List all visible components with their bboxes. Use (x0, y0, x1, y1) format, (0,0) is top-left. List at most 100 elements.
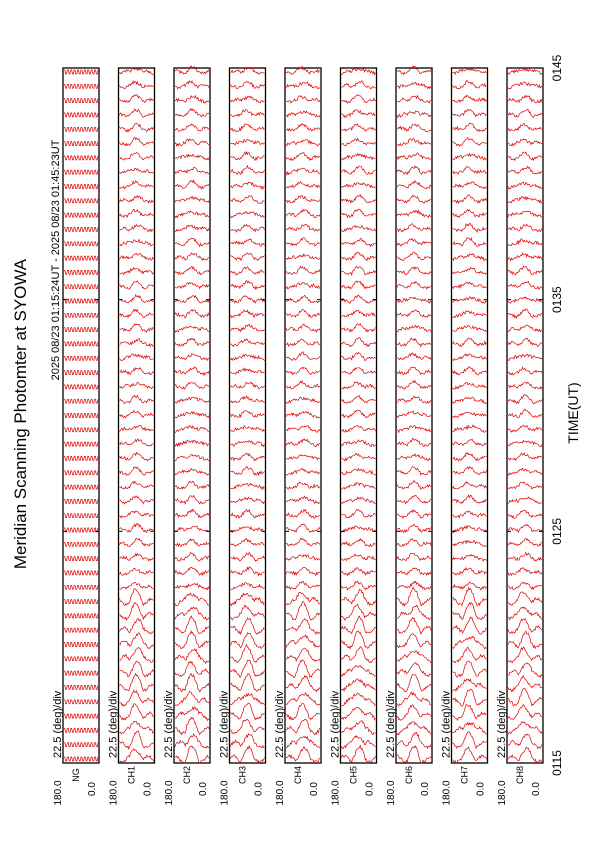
trace-line (174, 615, 210, 635)
trace-line (452, 424, 487, 433)
panel-frame (284, 67, 322, 764)
trace-line (341, 645, 376, 664)
trace-line (64, 742, 99, 748)
trace-line (396, 164, 432, 176)
trace-line (452, 266, 487, 275)
channel-label: CH6 (404, 766, 414, 784)
trace-line (285, 659, 321, 678)
trace-line (396, 731, 432, 750)
trace-line (452, 123, 487, 132)
trace-line (230, 123, 265, 133)
trace-line (230, 410, 265, 418)
trace-line (507, 394, 543, 405)
y-tick-0: 0.0 (143, 782, 154, 796)
trace-line (341, 80, 376, 90)
trace-line (230, 508, 265, 520)
trace-line (286, 702, 321, 721)
trace-line (507, 617, 543, 634)
trace-line (230, 164, 265, 175)
trace-line (64, 298, 99, 304)
trace-group (174, 65, 210, 764)
trace-line (285, 618, 321, 635)
trace-line (286, 692, 321, 706)
scale-label: 22.5 (deg)/div (219, 690, 231, 758)
panel-ch2: 22.5 (deg)/div 180.0 0.0 CH2 (163, 65, 211, 806)
scale-label: 22.5 (deg)/div (163, 690, 175, 758)
trace-line (119, 672, 154, 692)
y-tick-180: 180.0 (275, 780, 286, 805)
trace-line (507, 675, 543, 693)
trace-line (119, 451, 154, 462)
trace-line (452, 381, 487, 390)
trace-line (119, 80, 154, 90)
trace-line (341, 588, 376, 607)
trace-line (396, 650, 432, 664)
trace-line (341, 352, 376, 362)
trace-line (396, 704, 432, 721)
trace-line (341, 93, 376, 104)
trace-line (452, 66, 487, 76)
trace-line (174, 606, 210, 621)
trace-line (285, 152, 321, 162)
trace-line (507, 538, 543, 547)
trace-line (285, 282, 321, 290)
panel-ch3: 22.5 (deg)/div 180.0 0.0 CH3 (219, 66, 267, 806)
trace-line (64, 527, 99, 533)
trace-line (452, 493, 487, 504)
trace-line (396, 617, 432, 635)
trace-line (174, 337, 210, 347)
trace-line (452, 731, 487, 749)
trace-line (507, 630, 543, 650)
trace-line (452, 296, 487, 304)
trace-line (230, 138, 265, 146)
trace-line (230, 692, 265, 706)
trace-line (230, 309, 265, 319)
trace-line (230, 604, 265, 621)
trace-line (285, 454, 321, 461)
trace-line (452, 466, 487, 476)
trace-line (396, 366, 432, 376)
panel-ch4: 22.5 (deg)/div 180.0 0.0 CH4 (274, 65, 322, 806)
trace-line (230, 582, 265, 590)
trace-line (174, 265, 210, 275)
trace-line (341, 265, 376, 277)
trace-line (396, 123, 432, 133)
trace-line (507, 662, 543, 679)
trace-line (119, 366, 154, 376)
trace-line (64, 227, 99, 232)
trace-line (64, 241, 99, 247)
trace-line (285, 647, 321, 663)
trace-line (64, 456, 99, 461)
trace-line (396, 379, 432, 390)
trace-line (174, 648, 210, 665)
trace-line (174, 382, 210, 390)
trace-line (64, 341, 99, 347)
trace-line (341, 280, 376, 290)
y-tick-0: 0.0 (198, 782, 209, 796)
trace-line (396, 479, 432, 490)
trace-line (174, 467, 210, 476)
trace-line (64, 699, 99, 705)
trace-line (174, 745, 210, 764)
chart-title: Meridian Scanning Photomter at SYOWA (11, 258, 30, 570)
trace-line (230, 194, 265, 204)
trace-line (64, 470, 99, 476)
trace-line (285, 366, 321, 376)
trace-line (341, 137, 376, 147)
trace-line (341, 615, 376, 635)
trace-line (64, 499, 99, 504)
trace-line (230, 395, 265, 404)
trace-line (285, 139, 321, 147)
trace-line (230, 150, 265, 161)
trace-line (507, 123, 543, 132)
trace-line (174, 411, 210, 419)
trace-line (230, 66, 265, 75)
trace-line (341, 525, 376, 533)
trace-line (230, 338, 265, 348)
trace-line (341, 165, 376, 175)
trace-line (230, 632, 265, 649)
trace-line (64, 384, 99, 390)
trace-line (452, 678, 487, 692)
trace-line (452, 602, 487, 621)
